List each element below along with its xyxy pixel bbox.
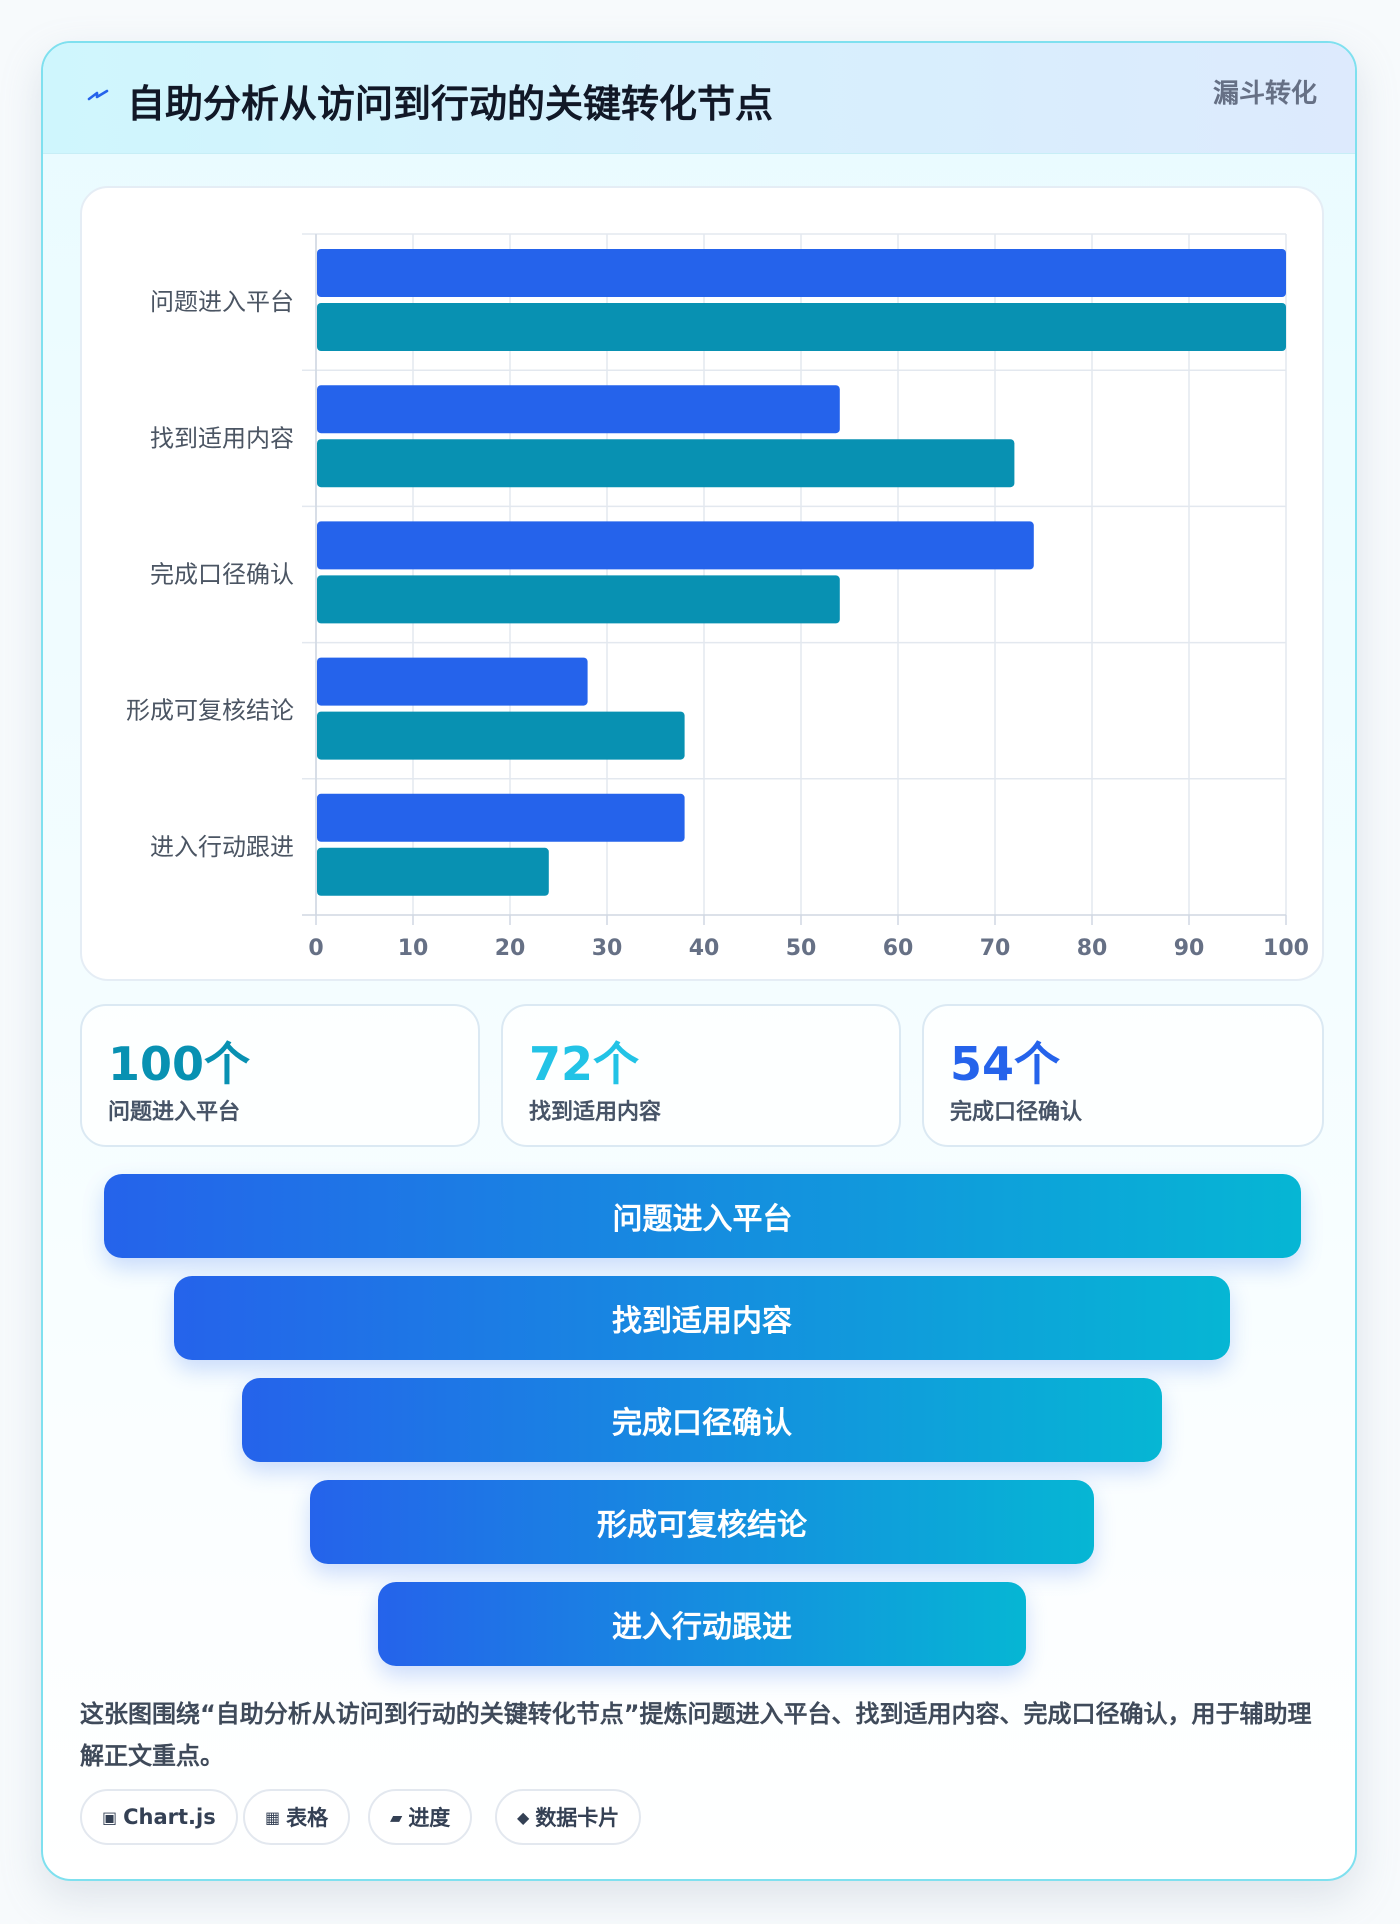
bar-series-1 bbox=[317, 385, 840, 434]
bar-series-1 bbox=[317, 521, 1034, 570]
stat-card-2: 72个 找到适用内容 bbox=[501, 1004, 901, 1147]
card-header: 自助分析从访问到行动的关键转化节点 漏斗转化 bbox=[43, 43, 1355, 154]
x-tick-label: 50 bbox=[786, 936, 817, 961]
funnel-step-5: 进入行动跟进 bbox=[378, 1582, 1026, 1666]
x-tick-label: 70 bbox=[980, 936, 1011, 961]
x-tick-label: 40 bbox=[689, 936, 720, 961]
x-tick-label: 80 bbox=[1077, 936, 1108, 961]
y-category-label: 完成口径确认 bbox=[150, 561, 294, 589]
bar-series-1 bbox=[317, 793, 685, 842]
pill-table: ▦ 表格 bbox=[243, 1789, 351, 1845]
pill-data-card: ◆ 数据卡片 bbox=[495, 1789, 642, 1845]
pill-label: 表格 bbox=[286, 1806, 329, 1830]
bar-series-2 bbox=[317, 303, 1286, 351]
chart-panel: 0 10 20 30 40 50 60 70 80 90 100 问题进入平台 找到适用内容 完成口径确认… bbox=[80, 186, 1324, 981]
stat-label: 找到适用内容 bbox=[529, 1100, 662, 1125]
stat-value: 100个 bbox=[108, 1037, 251, 1091]
bar-series-1 bbox=[317, 657, 588, 706]
progress-icon: ▰ bbox=[390, 1807, 403, 1827]
infographic-card: 自助分析从访问到行动的关键转化节点 漏斗转化 0 10 20 30 40 50 60 70 80… bbox=[41, 41, 1357, 1881]
page-title: 自助分析从访问到行动的关键转化节点 bbox=[127, 82, 774, 126]
x-tick-label: 20 bbox=[495, 936, 526, 961]
y-category-label: 问题进入平台 bbox=[150, 288, 294, 316]
stat-label: 完成口径确认 bbox=[950, 1100, 1083, 1125]
pill-progress: ▰ 进度 bbox=[368, 1789, 473, 1845]
diamond-icon: ◆ bbox=[517, 1807, 530, 1827]
stat-card-1: 100个 问题进入平台 bbox=[80, 1004, 480, 1147]
stat-label: 问题进入平台 bbox=[108, 1100, 241, 1125]
x-tick-label: 100 bbox=[1263, 936, 1309, 961]
funnel-step-4: 形成可复核结论 bbox=[310, 1480, 1094, 1564]
pill-label: 数据卡片 bbox=[535, 1806, 620, 1830]
pill-label: 进度 bbox=[408, 1806, 451, 1830]
stat-value: 72个 bbox=[529, 1037, 640, 1091]
bar-series-2 bbox=[317, 439, 1015, 488]
pill-label: Chart.js bbox=[123, 1805, 216, 1829]
stat-card-3: 54个 完成口径确认 bbox=[922, 1004, 1324, 1147]
y-category-label: 进入行动跟进 bbox=[150, 833, 294, 861]
x-tick-label: 30 bbox=[592, 936, 623, 961]
bar-series-2 bbox=[317, 575, 840, 624]
bar-chart: 0 10 20 30 40 50 60 70 80 90 100 问题进入平台找到适用内容完成口径确认… bbox=[126, 233, 1309, 961]
funnel-step-3: 完成口径确认 bbox=[242, 1378, 1162, 1462]
y-category-label: 形成可复核结论 bbox=[126, 697, 294, 725]
y-category-label: 找到适用内容 bbox=[150, 424, 294, 452]
chart-icon: ▣ bbox=[102, 1807, 118, 1827]
stat-value: 54个 bbox=[950, 1037, 1061, 1091]
x-tick-label: 90 bbox=[1174, 936, 1205, 961]
x-tick-label: 60 bbox=[883, 936, 914, 961]
bar-series-1 bbox=[317, 249, 1286, 297]
bar-series-2 bbox=[317, 711, 685, 760]
bar-series-2 bbox=[317, 847, 549, 896]
pill-chartjs: ▣ Chart.js bbox=[80, 1789, 238, 1845]
funnel-step-2: 找到适用内容 bbox=[174, 1276, 1230, 1360]
x-tick-label: 0 bbox=[308, 936, 323, 961]
chart-description: 这张图围绕“自助分析从访问到行动的关键转化节点”提炼问题进入平台、找到适用内容、… bbox=[80, 1700, 1312, 1770]
funnel-step-1: 问题进入平台 bbox=[104, 1174, 1301, 1258]
bolt-icon bbox=[87, 85, 109, 109]
category-tag: 漏斗转化 bbox=[1212, 79, 1317, 109]
x-tick-label: 10 bbox=[398, 936, 429, 961]
table-icon: ▦ bbox=[265, 1807, 281, 1827]
